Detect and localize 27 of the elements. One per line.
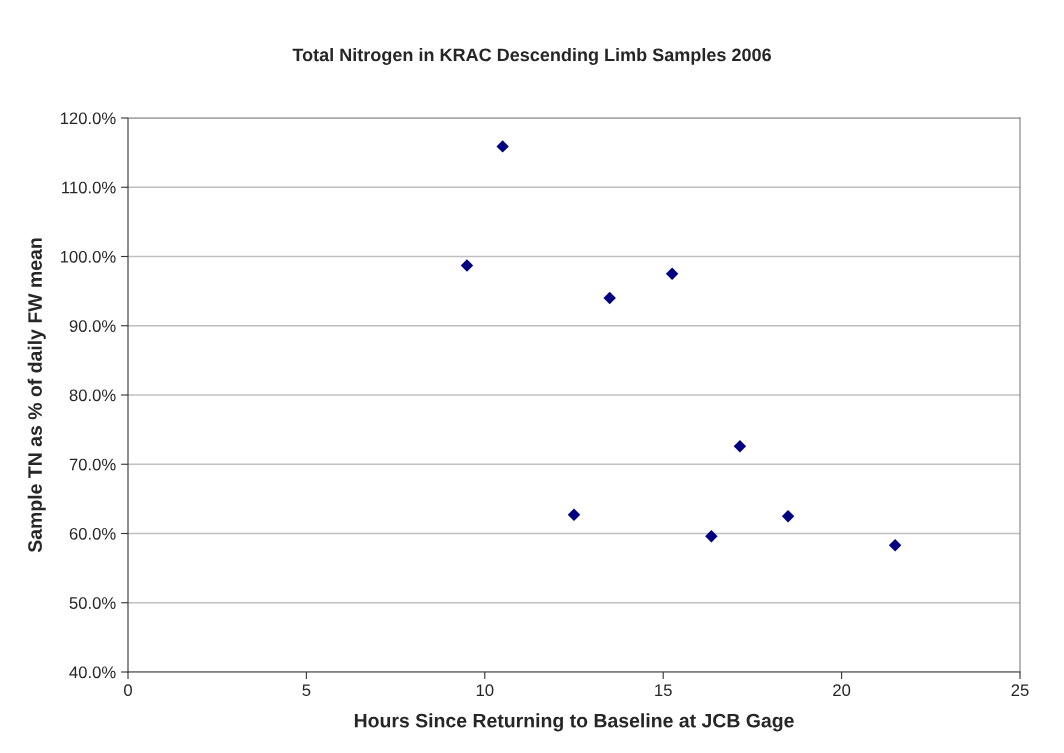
x-tick-label: 25 xyxy=(1011,684,1029,697)
chart-title: Total Nitrogen in KRAC Descending Limb Samples 2006 xyxy=(292,48,771,65)
y-tick-label: 90.0% xyxy=(69,320,116,332)
y-tick-label: 80.0% xyxy=(69,389,116,402)
x-axis-title: Hours Since Returning to Baseline at JCB Gage xyxy=(354,713,794,732)
y-tick-label: 100.0% xyxy=(60,250,116,263)
y-axis-title: Sample TN as % of daily FW mean xyxy=(27,238,46,553)
x-tick-label: 0 xyxy=(124,684,132,697)
point xyxy=(460,259,474,272)
y-tick-label: 50.0% xyxy=(69,597,116,609)
x-tick-label: 5 xyxy=(302,684,311,697)
point xyxy=(733,440,747,453)
x-tick-label: 20 xyxy=(833,684,851,697)
y-tick-label: 70.0% xyxy=(69,458,116,471)
point xyxy=(567,508,581,522)
x-tick-label: 15 xyxy=(655,684,672,697)
point xyxy=(665,267,679,281)
point xyxy=(781,509,795,523)
y-tick-label: 60.0% xyxy=(69,527,116,540)
point xyxy=(603,291,616,305)
point xyxy=(888,539,902,552)
x-tick-label: 10 xyxy=(476,684,494,697)
y-tick-label: 110.0% xyxy=(62,181,116,194)
point xyxy=(496,140,509,153)
y-tick-label: 40.0% xyxy=(69,666,116,679)
y-tick-label: 120.0% xyxy=(60,112,116,125)
point xyxy=(705,530,718,543)
